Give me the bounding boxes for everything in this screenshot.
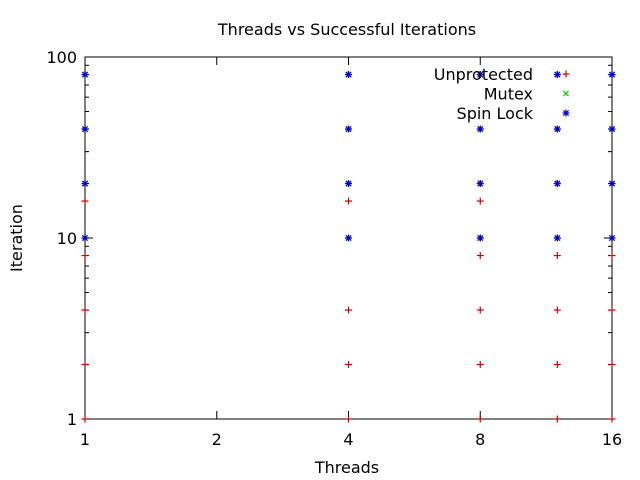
data-point-unprotected bbox=[553, 415, 561, 423]
data-point-unprotected bbox=[553, 306, 561, 314]
legend-marker-mutex bbox=[562, 90, 570, 97]
data-point-unprotected bbox=[608, 415, 616, 423]
chart-title: Threads vs Successful Iterations bbox=[217, 20, 476, 39]
data-points bbox=[81, 71, 616, 423]
data-point-spin-lock bbox=[608, 180, 616, 188]
series-mutex bbox=[81, 71, 616, 242]
data-point-unprotected bbox=[81, 415, 89, 423]
x-tick-label: 16 bbox=[602, 430, 622, 449]
data-point-spin-lock bbox=[81, 125, 89, 133]
x-axis-label: Threads bbox=[314, 458, 379, 477]
data-point-unprotected bbox=[345, 197, 352, 205]
data-point-unprotected bbox=[608, 252, 616, 260]
data-point-spin-lock bbox=[81, 234, 89, 242]
y-axis-label: Iteration bbox=[7, 204, 26, 272]
data-point-spin-lock bbox=[345, 180, 352, 188]
data-point-spin-lock bbox=[345, 234, 352, 242]
data-point-unprotected bbox=[608, 361, 616, 369]
data-point-spin-lock bbox=[345, 71, 352, 79]
data-point-spin-lock bbox=[81, 71, 89, 79]
x-tick-label: 2 bbox=[212, 430, 222, 449]
x-tick-label: 1 bbox=[80, 430, 90, 449]
x-axis-ticks: 1 2 4 8 16 bbox=[80, 57, 622, 449]
series-spin-lock bbox=[81, 71, 616, 242]
legend-label-mutex: Mutex bbox=[484, 85, 533, 104]
data-point-unprotected bbox=[553, 252, 561, 260]
data-point-spin-lock bbox=[345, 125, 352, 133]
data-point-unprotected bbox=[81, 306, 89, 314]
data-point-spin-lock bbox=[476, 234, 484, 242]
data-point-unprotected bbox=[476, 361, 484, 369]
data-point-spin-lock bbox=[476, 125, 484, 133]
data-point-unprotected bbox=[345, 361, 352, 369]
data-point-unprotected bbox=[476, 415, 484, 423]
data-point-spin-lock bbox=[608, 71, 616, 79]
y-tick-label: 100 bbox=[46, 48, 77, 67]
data-point-spin-lock bbox=[608, 125, 616, 133]
data-point-spin-lock bbox=[553, 180, 561, 188]
data-point-spin-lock bbox=[476, 180, 484, 188]
y-tick-label: 10 bbox=[57, 229, 77, 248]
data-point-unprotected bbox=[345, 415, 352, 423]
y-tick-label: 1 bbox=[67, 410, 77, 429]
data-point-spin-lock bbox=[608, 234, 616, 242]
data-point-spin-lock bbox=[476, 71, 484, 79]
x-tick-label: 8 bbox=[475, 430, 485, 449]
data-point-spin-lock bbox=[81, 180, 89, 188]
data-point-unprotected bbox=[81, 197, 89, 205]
data-point-unprotected bbox=[81, 361, 89, 369]
data-point-unprotected bbox=[608, 306, 616, 314]
data-point-spin-lock bbox=[553, 125, 561, 133]
data-point-spin-lock bbox=[553, 71, 561, 79]
data-point-unprotected bbox=[81, 252, 89, 260]
series-unprotected bbox=[81, 71, 616, 423]
data-point-unprotected bbox=[476, 306, 484, 314]
data-point-unprotected bbox=[553, 361, 561, 369]
data-point-unprotected bbox=[476, 252, 484, 260]
x-tick-label: 4 bbox=[343, 430, 353, 449]
legend-label-spin-lock: Spin Lock bbox=[457, 104, 534, 123]
legend-marker-spin-lock bbox=[562, 109, 570, 117]
legend-label-unprotected: Unprotected bbox=[434, 65, 533, 84]
data-point-spin-lock bbox=[553, 234, 561, 242]
legend-marker-unprotected bbox=[562, 70, 570, 78]
data-point-unprotected bbox=[345, 306, 352, 314]
data-point-unprotected bbox=[476, 197, 484, 205]
